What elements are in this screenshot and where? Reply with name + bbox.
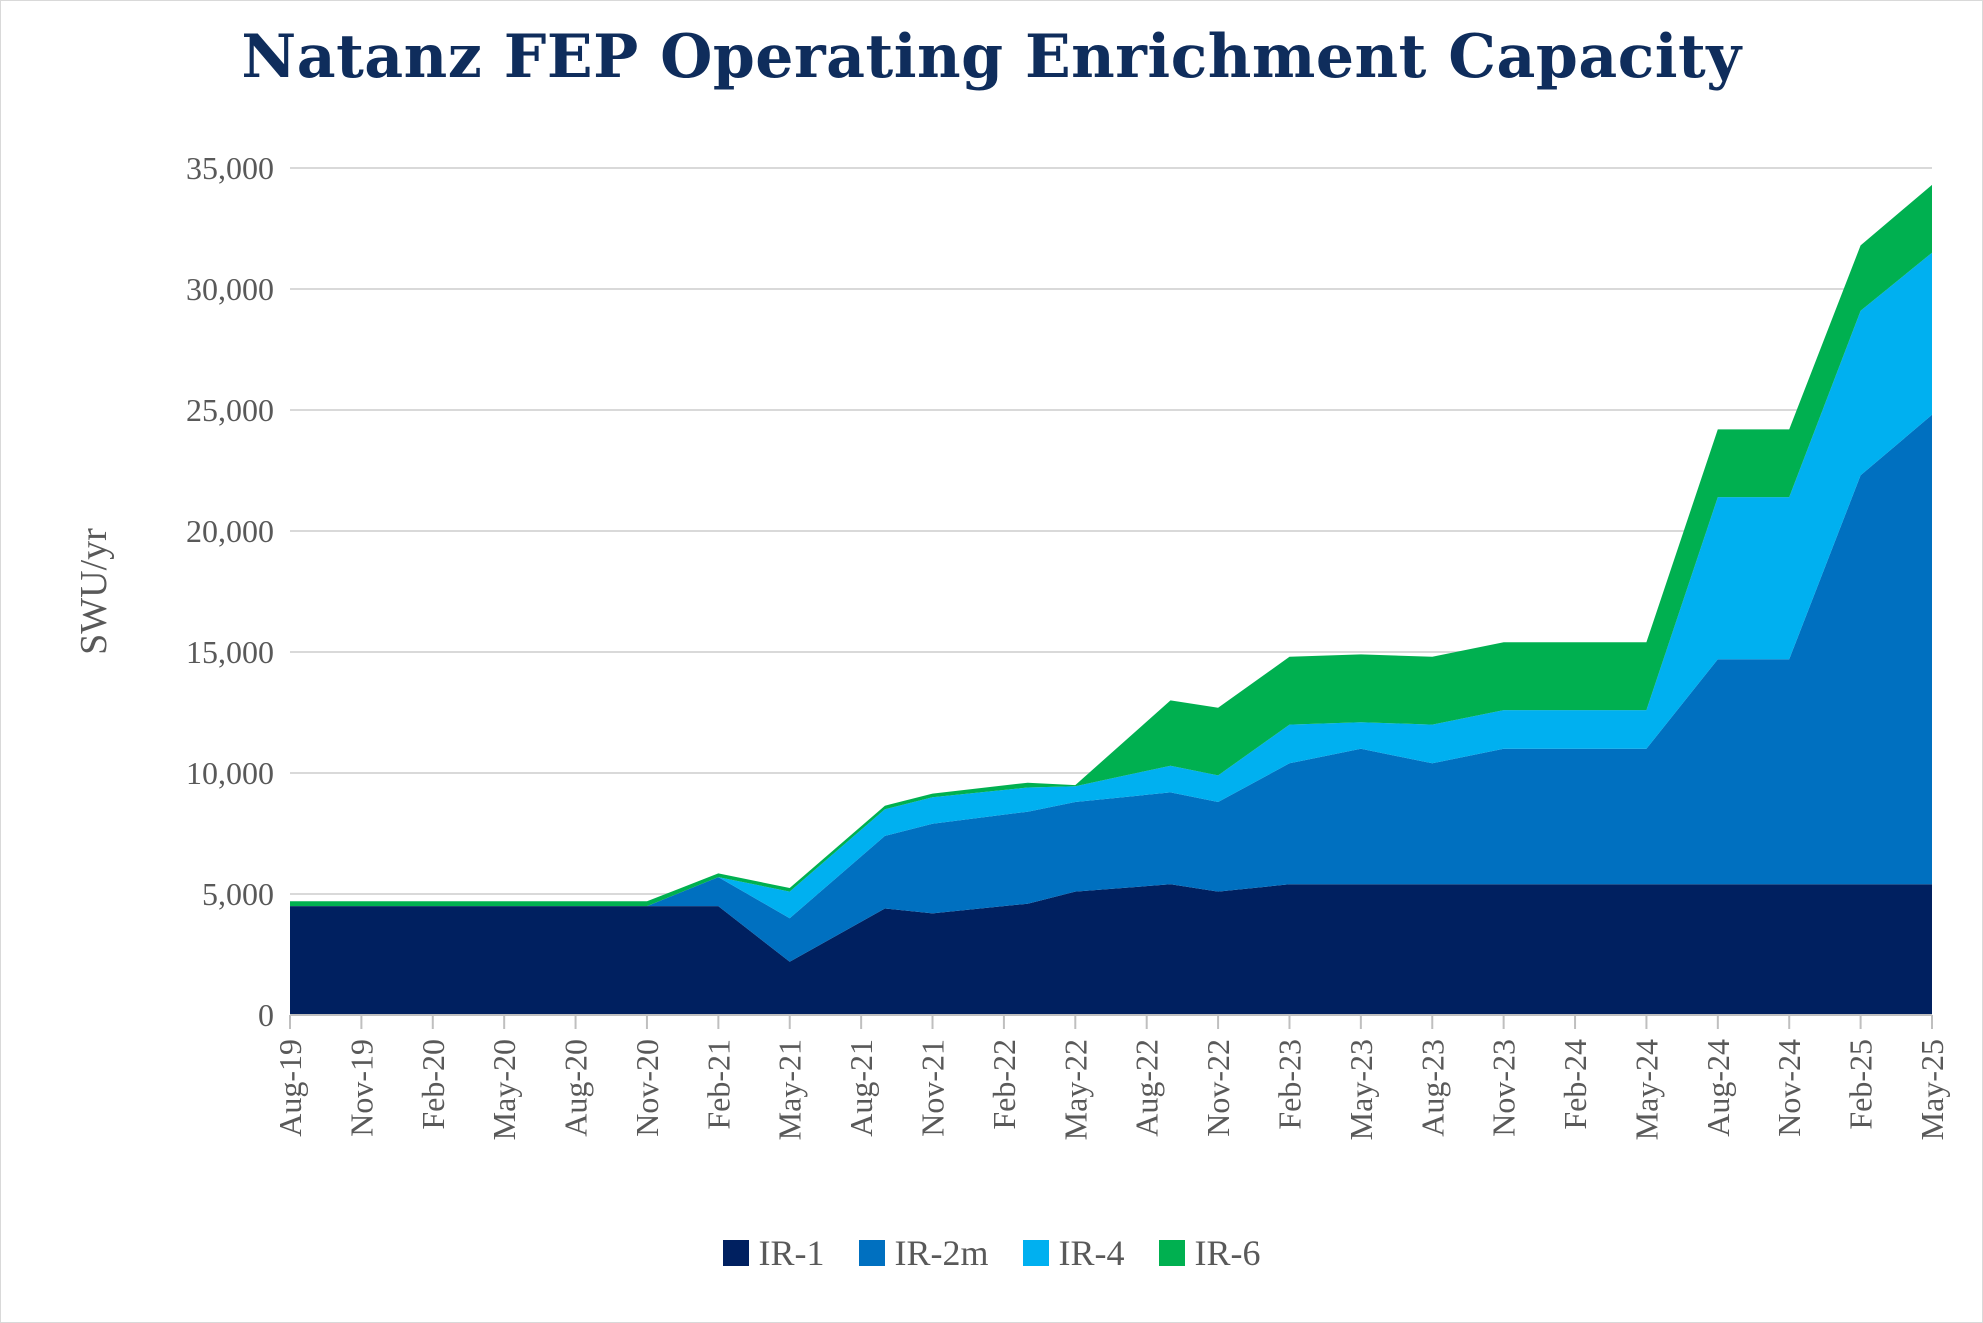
y-tick-label: 25,000 — [186, 392, 274, 428]
x-tick-label: Nov-22 — [1200, 1039, 1236, 1137]
x-tick-label: Aug-24 — [1700, 1039, 1736, 1137]
legend-item-ir-1: IR-1 — [722, 1232, 825, 1274]
y-tick-label: 15,000 — [186, 634, 274, 670]
y-tick-label: 5,000 — [202, 876, 274, 912]
y-tick-label: 0 — [258, 997, 274, 1033]
area-ir-4 — [290, 252, 1932, 919]
area-ir-1 — [290, 884, 1932, 1015]
legend-item-ir-2m: IR-2m — [858, 1232, 989, 1274]
legend-swatch — [1022, 1240, 1049, 1266]
x-tick-label: Aug-22 — [1129, 1039, 1165, 1137]
legend-swatch — [1158, 1240, 1185, 1266]
x-tick-label: Feb-20 — [415, 1039, 451, 1130]
legend-label: IR-2m — [894, 1233, 989, 1273]
x-tick-label: May-23 — [1343, 1039, 1379, 1140]
y-tick-label: 30,000 — [186, 271, 274, 307]
x-tick-label: Nov-19 — [343, 1039, 379, 1137]
x-tick-label: Nov-21 — [915, 1039, 951, 1137]
chart-legend: IR-1 IR-2m IR-4 IR-6 — [0, 1232, 1983, 1274]
x-tick-label: Aug-21 — [843, 1039, 879, 1137]
y-tick-label: 20,000 — [186, 513, 274, 549]
area-ir-6 — [290, 184, 1932, 907]
legend-item-ir-6: IR-6 — [1158, 1232, 1261, 1274]
legend-swatch — [722, 1240, 749, 1266]
x-tick-label: Feb-24 — [1557, 1039, 1593, 1130]
x-tick-label: Nov-23 — [1486, 1039, 1522, 1137]
legend-label: IR-6 — [1194, 1233, 1261, 1273]
legend-item-ir-4: IR-4 — [1022, 1232, 1125, 1274]
x-tick-label: May-21 — [772, 1039, 808, 1140]
x-tick-label: Aug-20 — [558, 1039, 594, 1137]
x-tick-label: Aug-23 — [1414, 1039, 1450, 1137]
x-tick-label: Feb-25 — [1843, 1039, 1879, 1130]
y-axis-label: SWU/yr — [73, 528, 115, 655]
y-tick-label: 10,000 — [186, 755, 274, 791]
x-tick-label: Feb-22 — [986, 1039, 1022, 1130]
x-tick-label: May-24 — [1628, 1039, 1664, 1140]
legend-label: IR-1 — [758, 1233, 825, 1273]
x-tick-label: Nov-20 — [629, 1039, 665, 1137]
x-tick-label: May-20 — [486, 1039, 522, 1140]
x-tick-label: Aug-19 — [272, 1039, 308, 1137]
x-tick-label: Feb-21 — [700, 1039, 736, 1130]
x-tick-label: May-22 — [1057, 1039, 1093, 1140]
x-tick-label: May-25 — [1914, 1039, 1950, 1140]
legend-swatch — [858, 1240, 885, 1266]
chart-title: Natanz FEP Operating Enrichment Capacity — [241, 22, 1742, 92]
x-tick-label: Nov-24 — [1771, 1039, 1807, 1137]
area-ir-2m — [290, 414, 1932, 962]
x-tick-label: Feb-23 — [1271, 1039, 1307, 1130]
legend-label: IR-4 — [1058, 1233, 1125, 1273]
y-tick-label: 35,000 — [186, 150, 274, 186]
